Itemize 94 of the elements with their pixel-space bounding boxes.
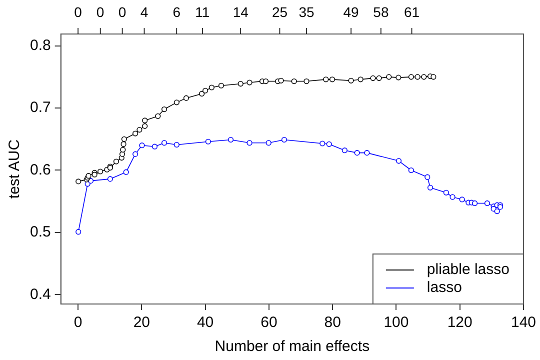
point — [120, 146, 126, 153]
point — [76, 229, 82, 235]
y-tick-label: 0.7 — [30, 99, 51, 116]
point — [208, 84, 214, 90]
point — [450, 194, 456, 200]
annotation: 61 — [404, 4, 420, 20]
x-tick-label: 120 — [447, 314, 472, 332]
point — [430, 74, 436, 80]
point — [342, 148, 348, 154]
point — [472, 200, 478, 206]
point — [98, 168, 104, 174]
point — [484, 200, 490, 206]
point — [246, 140, 252, 146]
x-tick-label: 0 — [74, 314, 82, 332]
point — [132, 151, 138, 157]
point — [266, 140, 272, 146]
point — [113, 158, 120, 164]
point — [121, 136, 127, 142]
annotation: 35 — [298, 4, 314, 20]
point — [408, 167, 414, 174]
point — [174, 142, 180, 148]
x-tick-label: 20 — [133, 314, 150, 332]
point — [136, 127, 142, 133]
point — [278, 78, 284, 84]
point — [120, 141, 126, 147]
point — [396, 74, 402, 80]
y-tick-label: 0.5 — [30, 224, 51, 241]
point — [386, 74, 392, 80]
annotation: 0 — [118, 4, 126, 20]
point — [494, 208, 500, 214]
x-tick-label: 40 — [196, 314, 214, 332]
point — [424, 174, 430, 180]
legend-label: lasso — [426, 279, 462, 296]
point — [123, 169, 129, 175]
x-tick-label: 80 — [324, 314, 341, 332]
y-axis-title: test AUC — [6, 139, 24, 199]
annotation: 6 — [172, 4, 181, 20]
x-tick-label: 100 — [384, 314, 409, 332]
annotation: 4 — [140, 4, 148, 20]
annotation: 11 — [195, 4, 210, 20]
point — [281, 136, 288, 143]
point — [205, 138, 211, 144]
point — [262, 78, 269, 84]
point — [202, 88, 208, 94]
point — [174, 100, 180, 106]
point — [348, 78, 354, 84]
annotation: 0 — [96, 4, 104, 20]
point — [291, 78, 297, 84]
annotation: 14 — [232, 4, 249, 20]
point — [414, 74, 420, 80]
point — [304, 78, 310, 84]
point — [161, 140, 168, 146]
point — [199, 90, 205, 97]
point — [142, 123, 148, 129]
point — [326, 141, 332, 147]
point — [152, 144, 158, 150]
point — [323, 76, 329, 82]
y-tick-label: 0.6 — [30, 161, 51, 178]
point — [155, 113, 161, 119]
point — [427, 184, 434, 190]
x-tick-label: 140 — [510, 314, 536, 332]
point — [76, 178, 82, 184]
point — [358, 76, 364, 82]
point — [354, 150, 360, 156]
point — [396, 158, 402, 164]
legend-label: pliable lasso — [426, 261, 510, 278]
point — [107, 176, 113, 182]
point — [161, 106, 168, 112]
point — [246, 80, 252, 86]
point — [142, 118, 148, 124]
point — [329, 76, 336, 82]
point — [320, 140, 326, 146]
point — [183, 95, 190, 101]
point — [443, 190, 449, 196]
y-tick-label: 0.4 — [30, 286, 51, 303]
point — [218, 82, 224, 88]
point — [132, 130, 138, 136]
point — [370, 75, 376, 81]
point — [459, 196, 465, 202]
x-tick-label: 60 — [260, 314, 278, 332]
annotation: 58 — [373, 4, 389, 20]
annotation: 25 — [272, 4, 288, 20]
y-tick-label: 0.8 — [30, 36, 51, 54]
point — [364, 150, 370, 156]
annotation: 0 — [74, 4, 82, 20]
point — [119, 151, 126, 157]
annotation: 49 — [343, 4, 360, 20]
point — [139, 142, 145, 148]
point — [421, 74, 427, 80]
x-axis-title: Number of main effects — [214, 338, 370, 356]
point — [238, 80, 244, 87]
point — [228, 136, 234, 143]
point — [376, 75, 382, 81]
point — [408, 74, 414, 80]
